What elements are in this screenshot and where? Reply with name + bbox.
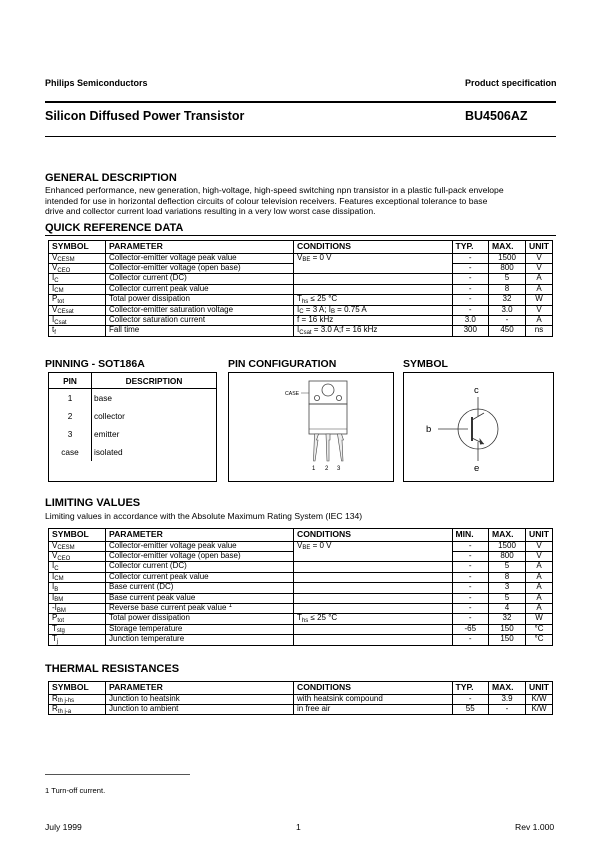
svg-text:c: c	[474, 385, 479, 396]
svg-text:3: 3	[337, 466, 341, 472]
svg-text:b: b	[426, 424, 431, 435]
svg-text:e: e	[474, 463, 479, 474]
svg-text:2: 2	[325, 466, 329, 472]
svg-text:CASE: CASE	[285, 391, 300, 397]
svg-text:1: 1	[312, 466, 316, 472]
